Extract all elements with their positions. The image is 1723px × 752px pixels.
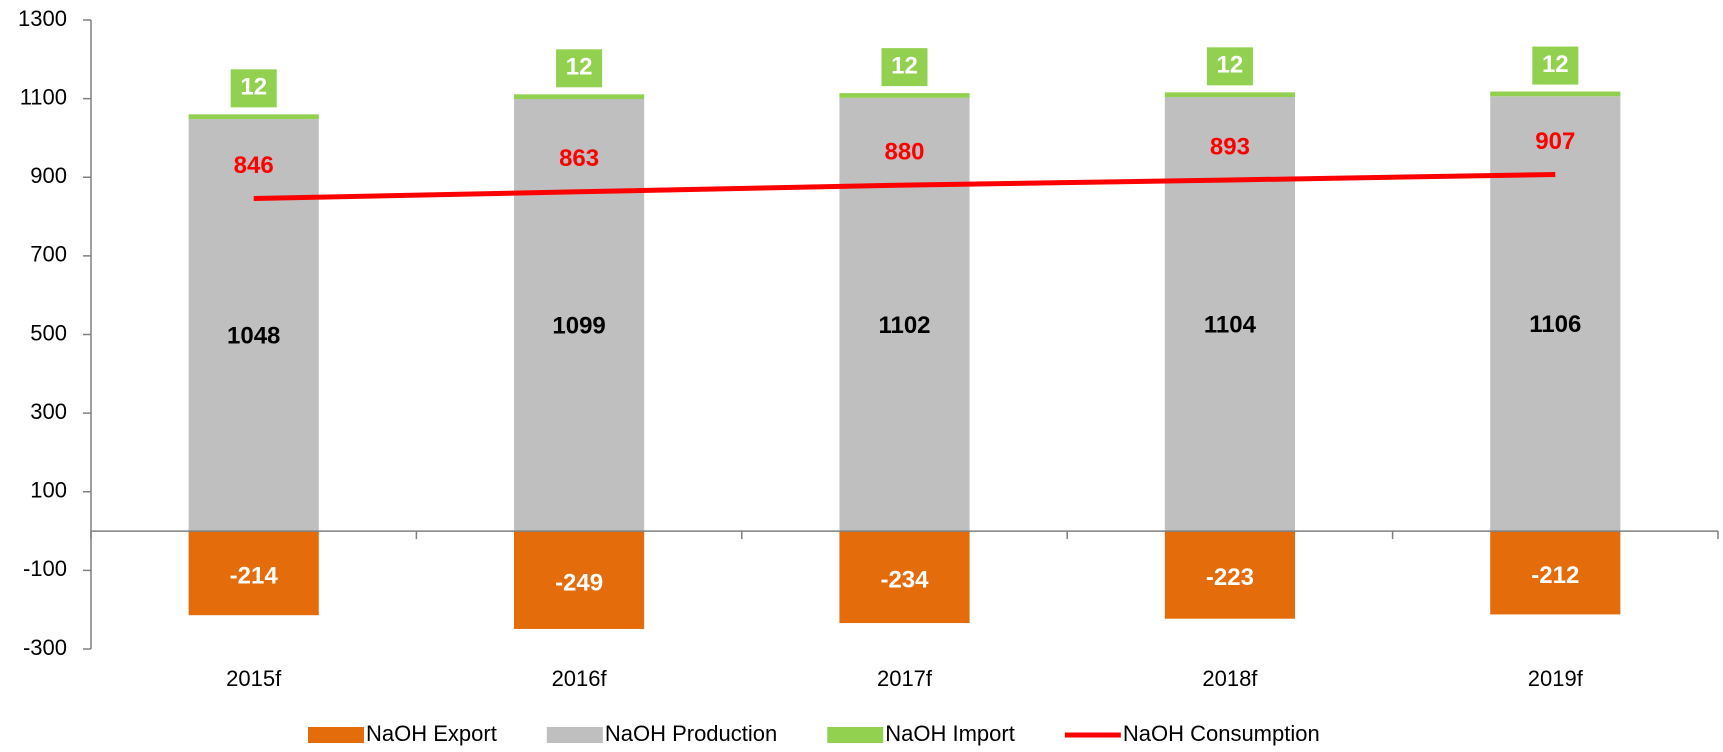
bar [1164, 97, 1295, 532]
bar [1164, 531, 1295, 619]
data-label: 1048 [227, 322, 280, 349]
legend-label: NaOH Import [885, 721, 1015, 746]
y-tick-label: 1100 [20, 84, 67, 109]
bar [1490, 91, 1621, 97]
label-box [230, 69, 277, 108]
y-tick-label: 1300 [18, 6, 67, 31]
y-tick-label: 300 [30, 399, 67, 424]
bar [1490, 531, 1621, 615]
bar [839, 97, 970, 532]
legend-swatch [546, 727, 603, 743]
bar [188, 114, 319, 120]
x-tick-label: 2016f [552, 666, 608, 691]
bar [1490, 96, 1621, 532]
legend-swatch [827, 727, 884, 743]
data-label: 880 [884, 138, 924, 165]
data-label: 12 [240, 74, 267, 101]
legend-swatch [308, 727, 364, 743]
data-label: 1099 [552, 312, 605, 339]
legend-label: NaOH Production [605, 721, 777, 746]
data-label: 12 [1217, 52, 1244, 79]
bar [1164, 92, 1295, 98]
data-label: -249 [555, 569, 603, 596]
data-label: 863 [559, 145, 599, 172]
y-tick-label: 700 [30, 242, 67, 267]
x-tick-label: 2019f [1528, 666, 1584, 691]
x-tick-label: 2018f [1202, 666, 1258, 691]
bar [839, 531, 970, 624]
x-tick-label: 2017f [877, 666, 933, 691]
label-box [881, 48, 928, 87]
line [253, 171, 1556, 201]
data-label: -223 [1206, 564, 1254, 591]
label-box [1532, 46, 1579, 85]
data-label: 1104 [1204, 311, 1257, 338]
legend-label: NaOH Consumption [1123, 721, 1320, 746]
bar [188, 531, 319, 616]
bar [514, 99, 645, 532]
bar [514, 531, 645, 629]
bar [839, 93, 970, 98]
data-label: 893 [1210, 133, 1250, 160]
y-tick-label: 900 [30, 163, 67, 188]
y-tick-label: 500 [30, 320, 67, 345]
x-tick-label: 2015f [226, 666, 282, 691]
data-label: 1106 [1529, 311, 1581, 338]
data-label: 12 [891, 52, 918, 79]
data-label: -214 [230, 562, 279, 589]
bar [188, 119, 319, 532]
y-tick-label: -100 [23, 556, 67, 581]
data-label: -212 [1531, 562, 1579, 589]
y-tick-label: -300 [23, 635, 67, 660]
data-label: 907 [1535, 128, 1575, 155]
y-tick-label: 100 [30, 478, 67, 503]
data-label: 1102 [878, 312, 930, 339]
data-label: 12 [566, 54, 593, 81]
data-label: 846 [234, 152, 274, 179]
data-label: -234 [880, 566, 929, 593]
data-label: 12 [1542, 51, 1569, 78]
label-box [1206, 47, 1253, 86]
legend-label: NaOH Export [366, 721, 497, 746]
bar [514, 94, 645, 100]
label-box [556, 49, 603, 88]
